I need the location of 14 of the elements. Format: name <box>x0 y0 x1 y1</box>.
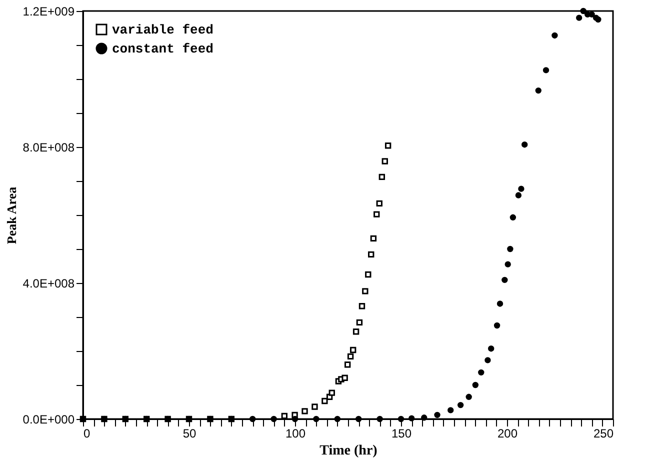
x-tick-label: 50 <box>182 426 196 440</box>
x-axis-title: Time (hr) <box>320 444 378 458</box>
y-axis-title: Peak Area <box>4 186 19 244</box>
legend-label: variable feed <box>112 22 214 38</box>
x-tick-label: 200 <box>497 426 518 440</box>
x-tick-label: 0 <box>84 426 90 440</box>
x-tick-label: 150 <box>391 426 412 440</box>
legend-label: constant feed <box>112 42 214 56</box>
y-tick-label: 8.0E+008 <box>22 140 75 154</box>
x-tick-label: 250 <box>593 426 614 440</box>
y-tick-label: 1.2E+009 <box>22 4 75 18</box>
x-tick-label: 100 <box>285 426 306 440</box>
y-tick-label: 0.0E+000 <box>22 412 75 426</box>
y-tick-label: 4.0E+008 <box>22 276 75 290</box>
